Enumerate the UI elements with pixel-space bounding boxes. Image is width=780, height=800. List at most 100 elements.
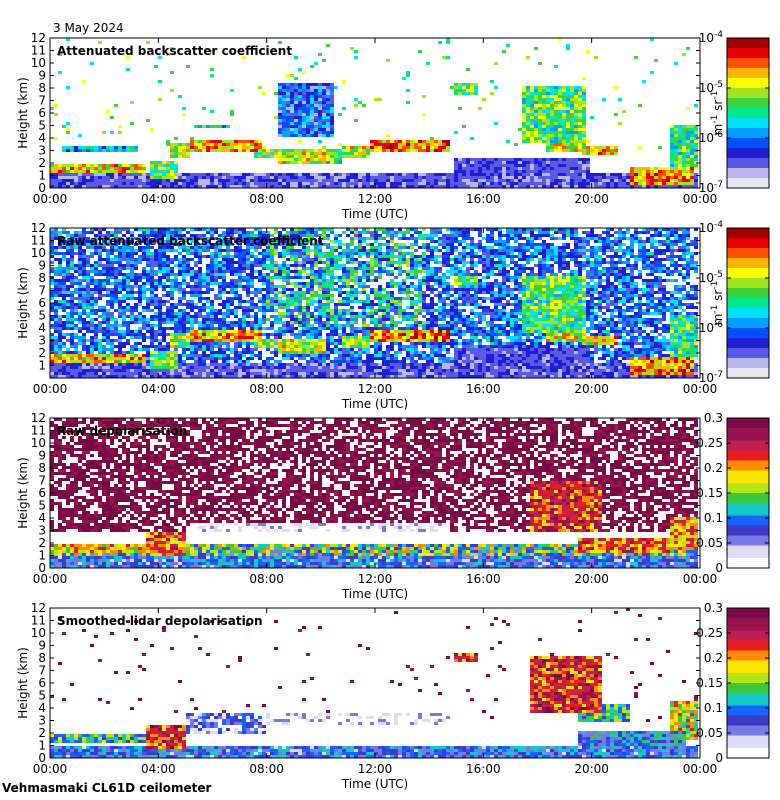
heatmap-cell [66, 38, 70, 41]
heatmap-cell [422, 228, 426, 231]
y-tick-label: 10 [31, 56, 46, 70]
heatmap-cell [686, 47, 690, 50]
heatmap-cell [162, 252, 166, 255]
heatmap-cell [690, 146, 694, 149]
heatmap-cell [150, 185, 154, 188]
heatmap-cell [282, 234, 286, 237]
heatmap-cell [286, 240, 290, 243]
heatmap-cell [290, 243, 294, 246]
heatmap-cell [654, 170, 658, 173]
heatmap-cell [134, 279, 138, 282]
heatmap-cell [674, 146, 678, 149]
heatmap-cell [522, 137, 526, 140]
heatmap-cell [530, 182, 534, 185]
heatmap-cell [614, 179, 618, 182]
heatmap-cell [566, 98, 570, 101]
heatmap-cell [250, 237, 254, 240]
heatmap-cell [90, 243, 94, 246]
heatmap-cell [414, 143, 418, 146]
heatmap-cell [410, 252, 414, 255]
heatmap-cell [694, 167, 698, 170]
heatmap-cell [386, 240, 390, 243]
heatmap-cell [474, 285, 478, 288]
heatmap-cell [146, 279, 150, 282]
heatmap-cell [94, 243, 98, 246]
heatmap-cell [62, 182, 66, 185]
heatmap-cell [334, 182, 338, 185]
heatmap-cell [534, 95, 538, 98]
heatmap-cell [426, 182, 430, 185]
heatmap-cell [462, 125, 466, 128]
heatmap-cell [386, 255, 390, 258]
heatmap-cell [82, 261, 86, 264]
heatmap-cell [122, 240, 126, 243]
heatmap-cell [394, 261, 398, 264]
heatmap-cell [418, 143, 422, 146]
heatmap-cell [154, 285, 158, 288]
heatmap-cell [546, 234, 550, 237]
heatmap-cell [674, 167, 678, 170]
heatmap-cell [350, 149, 354, 152]
heatmap-cell [386, 182, 390, 185]
heatmap-cell [570, 167, 574, 170]
heatmap-cell [598, 264, 602, 267]
heatmap-cell [686, 152, 690, 155]
heatmap-cell [202, 176, 206, 179]
heatmap-cell [306, 149, 310, 152]
heatmap-cell [354, 176, 358, 179]
heatmap-cell [406, 182, 410, 185]
heatmap [50, 38, 698, 188]
heatmap-cell [270, 282, 274, 285]
heatmap-cell [542, 252, 546, 255]
heatmap-cell [694, 125, 698, 128]
heatmap-cell [642, 258, 646, 261]
heatmap-cell [318, 182, 322, 185]
heatmap-cell [118, 182, 122, 185]
heatmap-cell [594, 182, 598, 185]
heatmap-cell [570, 101, 574, 104]
heatmap-cell [90, 173, 94, 176]
heatmap-cell [450, 86, 454, 89]
y-tick-label: 6 [38, 106, 46, 120]
heatmap-cell [542, 125, 546, 128]
heatmap-cell [170, 179, 174, 182]
heatmap-cell [346, 173, 350, 176]
heatmap-cell [122, 273, 126, 276]
heatmap-cell [158, 161, 162, 164]
heatmap-cell [618, 258, 622, 261]
heatmap-cell [246, 279, 250, 282]
heatmap-cell [206, 143, 210, 146]
heatmap-cell [406, 261, 410, 264]
heatmap-cell [294, 104, 298, 107]
heatmap-cell [494, 62, 498, 65]
heatmap-cell [254, 270, 258, 273]
heatmap-cell [162, 255, 166, 258]
heatmap-cell [270, 261, 274, 264]
colorbar-segment [727, 113, 769, 116]
heatmap-cell [242, 276, 246, 279]
heatmap-cell [382, 267, 386, 270]
heatmap-cell [118, 255, 122, 258]
heatmap-cell [394, 173, 398, 176]
heatmap-cell [682, 258, 686, 261]
heatmap-cell [582, 185, 586, 188]
heatmap-cell [458, 228, 462, 231]
heatmap-cell [574, 276, 578, 279]
heatmap-cell [50, 243, 54, 246]
heatmap-cell [126, 243, 130, 246]
heatmap-cell [474, 83, 478, 86]
heatmap-cell [478, 167, 482, 170]
heatmap-cell [550, 185, 554, 188]
heatmap-cell [582, 170, 586, 173]
heatmap-cell [574, 273, 578, 276]
heatmap-cell [94, 264, 98, 267]
heatmap-cell [654, 255, 658, 258]
heatmap-cell [302, 98, 306, 101]
heatmap-cell [54, 228, 58, 231]
heatmap-cell [522, 101, 526, 104]
heatmap-cell [226, 282, 230, 285]
heatmap-cell [562, 134, 566, 137]
heatmap-cell [414, 173, 418, 176]
heatmap-cell [358, 264, 362, 267]
heatmap-cell [546, 243, 550, 246]
